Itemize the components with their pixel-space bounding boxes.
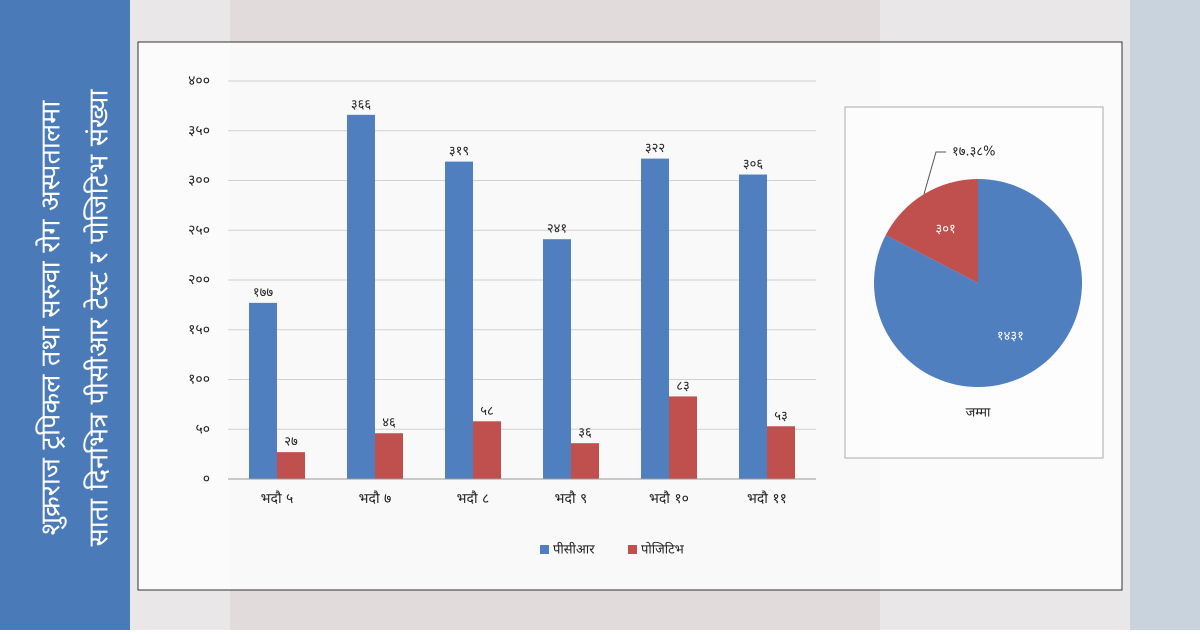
value-label: ३६६ bbox=[351, 97, 372, 112]
y-tick-label: ५० bbox=[195, 421, 210, 437]
x-tick-label: भदौ ७ bbox=[359, 490, 392, 507]
bar bbox=[739, 174, 767, 479]
annotation-line bbox=[923, 151, 946, 195]
pie-slice bbox=[885, 179, 978, 283]
bar bbox=[249, 302, 277, 479]
value-label: २४१ bbox=[547, 222, 567, 237]
value-label: ३१९ bbox=[449, 144, 469, 159]
sidebar bbox=[0, 0, 130, 630]
x-tick-label: भदौ ५ bbox=[261, 490, 294, 507]
background-strip bbox=[1130, 0, 1200, 630]
y-tick-label: १५० bbox=[188, 322, 210, 338]
pie-title: जम्मा bbox=[966, 406, 991, 421]
value-label: ५३ bbox=[774, 409, 788, 424]
legend-swatch bbox=[628, 545, 637, 554]
y-tick-label: २५० bbox=[188, 222, 210, 238]
bar bbox=[347, 114, 375, 479]
bar bbox=[445, 161, 473, 479]
bar bbox=[669, 396, 697, 479]
x-tick-label: भदौ ९ bbox=[555, 490, 588, 507]
legend-swatch bbox=[540, 545, 549, 554]
value-label: ५८ bbox=[480, 404, 494, 419]
y-tick-label: ० bbox=[203, 471, 210, 487]
x-tick-label: भदौ ८ bbox=[457, 490, 490, 507]
bar bbox=[277, 452, 305, 479]
value-label: २७ bbox=[284, 435, 298, 450]
pie-value-label: १४३१ bbox=[997, 329, 1024, 344]
bar bbox=[641, 158, 669, 480]
legend-label: पीसीआर bbox=[553, 542, 595, 558]
x-tick-label: भदौ १० bbox=[649, 490, 689, 507]
bar bbox=[473, 421, 501, 479]
x-tick-label: भदौ ११ bbox=[747, 490, 787, 507]
bar bbox=[571, 443, 599, 479]
bar bbox=[767, 426, 795, 479]
y-tick-label: ३५० bbox=[188, 123, 210, 139]
legend-label: पोजिटिभ bbox=[641, 542, 685, 558]
value-label: ८३ bbox=[676, 379, 690, 394]
pie-value-label: ३०१ bbox=[935, 222, 955, 237]
value-label: ४६ bbox=[382, 416, 396, 431]
subtitle: साता दिनभित्र पीसीआर टेस्ट र पोजिटिभ संख… bbox=[83, 89, 115, 547]
bar bbox=[375, 433, 403, 479]
annotation: १७.३८% bbox=[952, 145, 996, 160]
title: शुक्रराज ट्रपिकल तथा सरुवा रोग अस्पतालमा bbox=[35, 100, 68, 536]
value-label: ३६ bbox=[578, 426, 592, 441]
y-tick-label: ४०० bbox=[188, 73, 210, 89]
value-label: ३२२ bbox=[645, 141, 665, 156]
bar bbox=[543, 239, 571, 479]
value-label: १७७ bbox=[253, 285, 274, 300]
pie-slice bbox=[873, 179, 1082, 387]
y-tick-label: १०० bbox=[188, 372, 210, 388]
y-tick-label: २०० bbox=[188, 272, 210, 288]
value-label: ३०६ bbox=[743, 157, 764, 172]
y-tick-label: ३०० bbox=[188, 173, 210, 189]
